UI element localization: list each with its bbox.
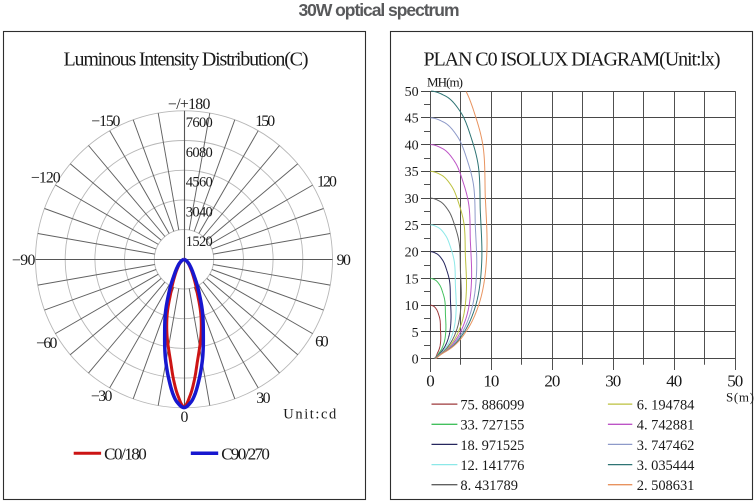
svg-text:30: 30	[256, 390, 270, 407]
svg-text:−30: −30	[91, 388, 113, 405]
svg-text:PLAN C0 ISOLUX DIAGRAM(Unit:lx: PLAN C0 ISOLUX DIAGRAM(Unit:lx)	[424, 49, 721, 71]
svg-text:33. 727155: 33. 727155	[460, 418, 524, 434]
svg-text:30: 30	[605, 371, 621, 390]
svg-text:7600: 7600	[186, 115, 213, 131]
svg-text:4560: 4560	[186, 175, 213, 191]
svg-text:0: 0	[181, 409, 189, 426]
svg-text:−90: −90	[12, 252, 35, 269]
svg-text:C90/270: C90/270	[221, 444, 270, 463]
svg-text:2. 508631: 2. 508631	[637, 478, 695, 494]
svg-text:MH(m): MH(m)	[427, 75, 463, 90]
svg-text:−150: −150	[91, 113, 120, 130]
svg-text:75. 886099: 75. 886099	[460, 398, 524, 414]
svg-text:50: 50	[405, 85, 419, 100]
svg-text:20: 20	[405, 246, 419, 261]
svg-text:C0/180: C0/180	[104, 444, 147, 463]
svg-text:30W optical spectrum: 30W optical spectrum	[299, 0, 460, 20]
svg-text:Unit:cd: Unit:cd	[283, 406, 337, 422]
svg-text:1520: 1520	[186, 234, 213, 250]
svg-text:35: 35	[405, 165, 419, 180]
svg-text:0: 0	[412, 353, 419, 368]
svg-text:4. 742881: 4. 742881	[637, 418, 695, 434]
svg-text:3040: 3040	[186, 204, 213, 220]
svg-text:25: 25	[405, 219, 419, 234]
svg-text:40: 40	[666, 371, 682, 390]
svg-text:10: 10	[483, 371, 499, 390]
svg-text:3. 035444: 3. 035444	[637, 458, 695, 474]
svg-text:150: 150	[255, 113, 275, 130]
svg-text:S(m): S(m)	[726, 390, 754, 405]
svg-text:−60: −60	[36, 335, 57, 352]
svg-text:30: 30	[405, 192, 419, 207]
svg-text:8. 431789: 8. 431789	[460, 478, 518, 494]
svg-text:12. 141776: 12. 141776	[460, 458, 524, 474]
svg-text:40: 40	[405, 139, 419, 154]
svg-text:−/+180: −/+180	[168, 96, 210, 113]
svg-text:6. 194784: 6. 194784	[637, 398, 695, 414]
svg-text:5: 5	[412, 326, 419, 341]
svg-text:Luminous Intensity Distributio: Luminous Intensity Distribution(C)	[64, 49, 309, 71]
svg-text:15: 15	[405, 272, 419, 287]
svg-text:60: 60	[315, 334, 329, 351]
svg-text:18. 971525: 18. 971525	[460, 438, 524, 454]
svg-text:−120: −120	[31, 169, 61, 186]
svg-text:45: 45	[405, 112, 419, 127]
svg-text:10: 10	[405, 299, 419, 314]
svg-text:20: 20	[544, 371, 560, 390]
svg-text:3. 747462: 3. 747462	[637, 438, 695, 454]
svg-text:120: 120	[317, 173, 337, 190]
svg-text:90: 90	[337, 252, 351, 269]
svg-text:6080: 6080	[186, 145, 213, 161]
svg-text:50: 50	[727, 371, 743, 390]
svg-text:0: 0	[426, 371, 435, 390]
